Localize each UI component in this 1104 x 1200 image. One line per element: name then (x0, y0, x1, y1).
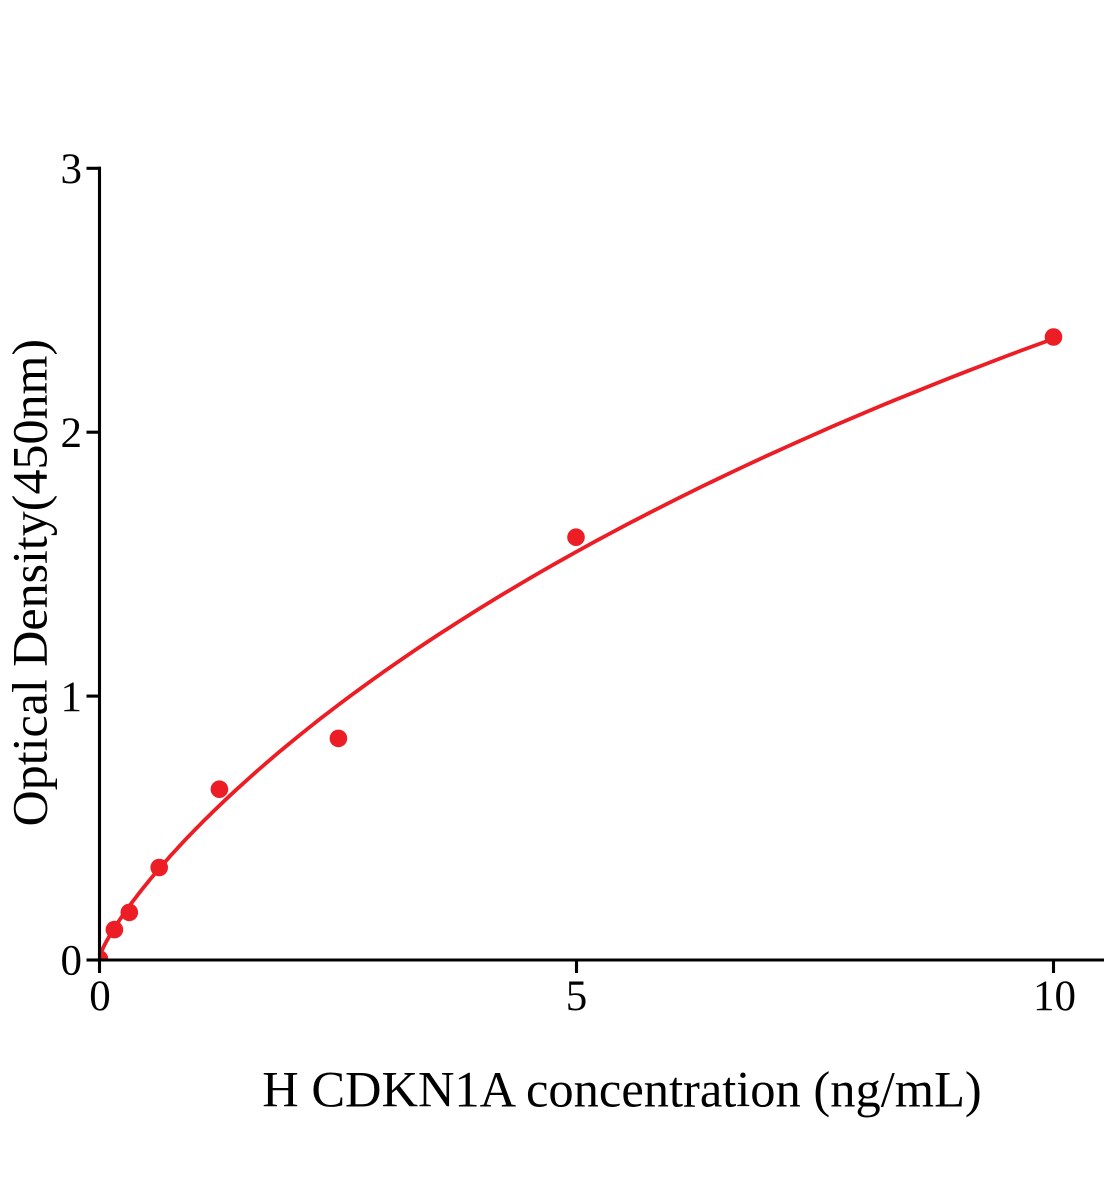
svg-text:1: 1 (61, 674, 83, 721)
svg-text:10: 10 (1033, 973, 1076, 1020)
svg-text:H CDKN1A concentration (ng/mL): H CDKN1A concentration (ng/mL) (262, 1062, 981, 1118)
svg-text:5: 5 (566, 973, 588, 1020)
svg-text:3: 3 (61, 146, 83, 193)
svg-text:0: 0 (61, 938, 83, 985)
svg-text:2: 2 (61, 410, 83, 457)
svg-text:0: 0 (89, 973, 111, 1020)
svg-text:Optical Density(450nm): Optical Density(450nm) (2, 339, 58, 826)
